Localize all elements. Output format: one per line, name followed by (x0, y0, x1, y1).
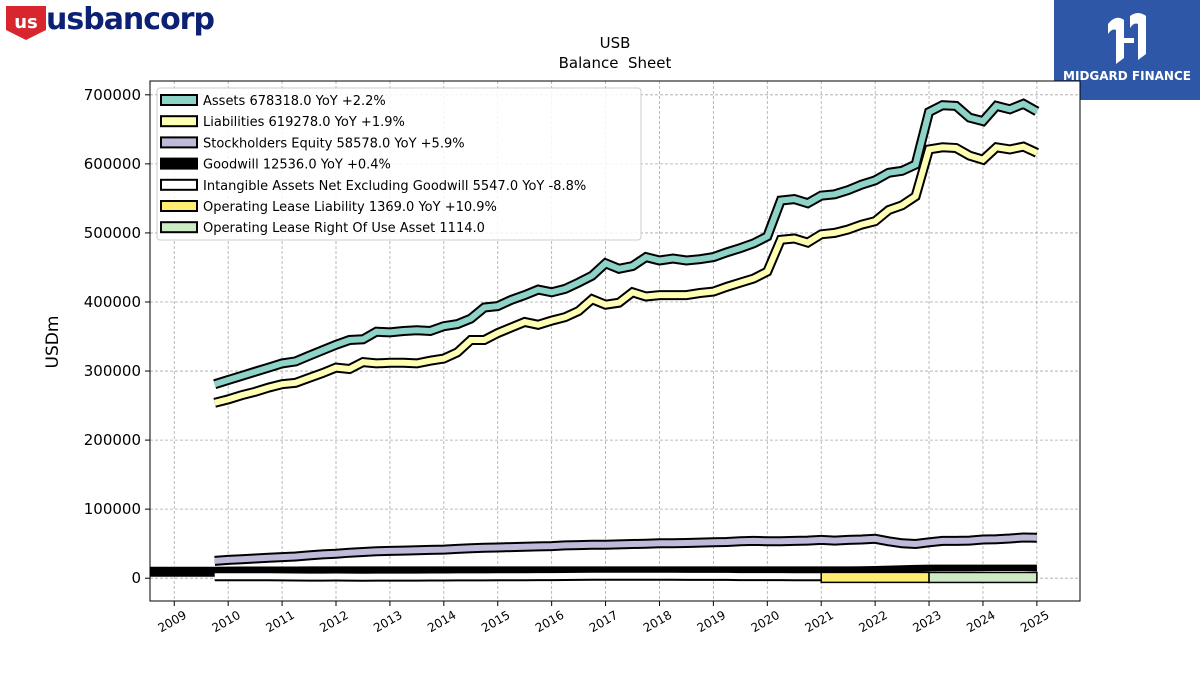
x-tick-label: 2023 (910, 608, 943, 635)
x-tick-label: 2022 (856, 608, 889, 635)
x-tick-label: 2016 (533, 608, 566, 635)
series-1 (213, 141, 1039, 408)
legend-swatch (160, 200, 198, 212)
legend-swatch (160, 136, 198, 149)
x-tick-label: 2010 (209, 608, 242, 635)
x-tick-label: 2013 (371, 608, 404, 635)
y-tick-label: 400000 (84, 293, 141, 311)
x-tick-label: 2018 (641, 608, 674, 635)
legend-label: Operating Lease Right Of Use Asset 1114.… (203, 221, 485, 236)
svg-text:us: us (14, 12, 38, 33)
legend-label: Operating Lease Liability 1369.0 YoY +10… (203, 200, 497, 215)
legend-box (156, 87, 642, 241)
y-tick-label: 100000 (84, 500, 141, 518)
chart-subtitle: Balance Sheet (559, 54, 672, 72)
midgard-emblem-icon (1108, 13, 1146, 64)
y-tick-label: 300000 (84, 362, 141, 380)
legend-swatch (160, 178, 198, 191)
legend-swatch (160, 115, 198, 128)
y-axis-label: USDm (43, 316, 63, 369)
x-tick-label: 2024 (964, 608, 997, 635)
series-line (213, 143, 1039, 406)
x-tick-label: 2017 (587, 608, 620, 635)
midgard-finance-wordmark: MIDGARD FINANCE (1063, 69, 1191, 83)
usbancorp-logo: us usbancorp (6, 2, 215, 42)
series-0 (213, 98, 1040, 389)
midgard-finance-logo: MIDGARD FINANCE (1054, 0, 1200, 100)
y-tick-label: 0 (131, 569, 141, 587)
series-6 (928, 571, 1038, 584)
legend-swatch (160, 221, 198, 234)
legend-label: Assets 678318.0 YoY +2.2% (203, 94, 386, 109)
x-tick-label: 2014 (425, 608, 458, 635)
plot-frame (149, 80, 1081, 602)
legend-label: Liabilities 619278.0 YoY +1.9% (203, 115, 405, 130)
series-line (213, 100, 1039, 388)
x-tick-label: 2020 (749, 608, 782, 635)
us-shield-icon: us (6, 6, 46, 40)
series-2 (214, 532, 1038, 566)
series-line (214, 534, 1037, 564)
chart-title: USB (600, 34, 631, 52)
series-segment (820, 571, 930, 584)
x-tick-label: 2009 (156, 608, 189, 635)
x-tick-label: 2019 (695, 608, 728, 635)
x-tick-label: 2021 (802, 608, 835, 635)
y-tick-label: 600000 (84, 155, 141, 173)
series-segment (928, 571, 1038, 584)
x-tick-label: 2011 (263, 608, 296, 635)
series-5 (820, 571, 930, 584)
legend-swatch (160, 157, 198, 170)
x-tick-label: 2025 (1018, 608, 1051, 635)
legend-label: Goodwill 12536.0 YoY +0.4% (203, 158, 391, 173)
legend-swatch (160, 94, 198, 106)
x-tick-label: 2012 (317, 608, 350, 635)
y-tick-label: 500000 (84, 224, 141, 242)
legend-label: Intangible Assets Net Excluding Goodwill… (203, 179, 586, 194)
series-layer (150, 98, 1040, 584)
legend-label: Stockholders Equity 58578.0 YoY +5.9% (203, 136, 465, 151)
usbancorp-wordmark: usbancorp (46, 2, 215, 37)
y-tick-label: 700000 (84, 86, 141, 104)
legend: Assets 678318.0 YoY +2.2% Liabilities 619… (156, 87, 642, 241)
y-tick-label: 200000 (84, 431, 141, 449)
x-tick-label: 2015 (479, 608, 512, 635)
